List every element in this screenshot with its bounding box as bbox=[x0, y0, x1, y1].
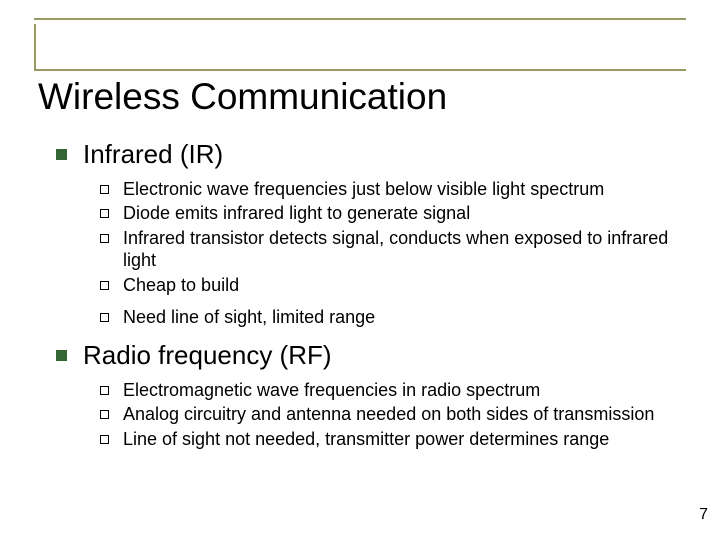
slide: Wireless Communication Infrared (IR) Ele… bbox=[0, 0, 720, 540]
l1-heading: Infrared (IR) bbox=[83, 140, 223, 170]
hollow-square-icon bbox=[100, 209, 109, 218]
page-number: 7 bbox=[699, 506, 708, 524]
bullet-l2: Analog circuitry and antenna needed on b… bbox=[100, 403, 686, 426]
l2-text: Need line of sight, limited range bbox=[123, 306, 375, 329]
hollow-square-icon bbox=[100, 313, 109, 322]
bullet-l1: Infrared (IR) bbox=[56, 140, 686, 170]
square-bullet-icon bbox=[56, 350, 67, 361]
l1-heading: Radio frequency (RF) bbox=[83, 341, 332, 371]
hollow-square-icon bbox=[100, 435, 109, 444]
spacer bbox=[100, 298, 686, 306]
slide-body: Infrared (IR) Electronic wave frequencie… bbox=[56, 140, 686, 462]
bullet-l2: Diode emits infrared light to generate s… bbox=[100, 202, 686, 225]
l2-text: Analog circuitry and antenna needed on b… bbox=[123, 403, 654, 426]
bullet-l1: Radio frequency (RF) bbox=[56, 341, 686, 371]
bullet-l2: Electronic wave frequencies just below v… bbox=[100, 178, 686, 201]
slide-title: Wireless Communication bbox=[38, 76, 447, 118]
bullet-l2: Electromagnetic wave frequencies in radi… bbox=[100, 379, 686, 402]
hollow-square-icon bbox=[100, 281, 109, 290]
bullet-l2: Infrared transistor detects signal, cond… bbox=[100, 227, 686, 272]
square-bullet-icon bbox=[56, 149, 67, 160]
l2-text: Cheap to build bbox=[123, 274, 239, 297]
hollow-square-icon bbox=[100, 410, 109, 419]
l2-group: Electronic wave frequencies just below v… bbox=[100, 178, 686, 329]
l2-text: Electromagnetic wave frequencies in radi… bbox=[123, 379, 540, 402]
hollow-square-icon bbox=[100, 185, 109, 194]
bullet-l2: Need line of sight, limited range bbox=[100, 306, 686, 329]
title-rule-corner bbox=[34, 24, 42, 71]
l2-text: Diode emits infrared light to generate s… bbox=[123, 202, 470, 225]
hollow-square-icon bbox=[100, 386, 109, 395]
hollow-square-icon bbox=[100, 234, 109, 243]
title-rule bbox=[42, 69, 686, 71]
bullet-l2: Line of sight not needed, transmitter po… bbox=[100, 428, 686, 451]
l2-group: Electromagnetic wave frequencies in radi… bbox=[100, 379, 686, 451]
top-rule bbox=[34, 18, 686, 20]
l2-text: Infrared transistor detects signal, cond… bbox=[123, 227, 686, 272]
l2-text: Electronic wave frequencies just below v… bbox=[123, 178, 604, 201]
bullet-l2: Cheap to build bbox=[100, 274, 686, 297]
l2-text: Line of sight not needed, transmitter po… bbox=[123, 428, 609, 451]
